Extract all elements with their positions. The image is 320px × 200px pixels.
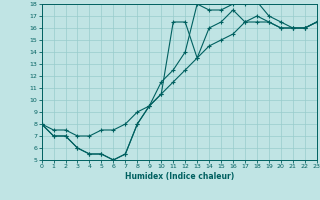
X-axis label: Humidex (Indice chaleur): Humidex (Indice chaleur) bbox=[124, 172, 234, 181]
